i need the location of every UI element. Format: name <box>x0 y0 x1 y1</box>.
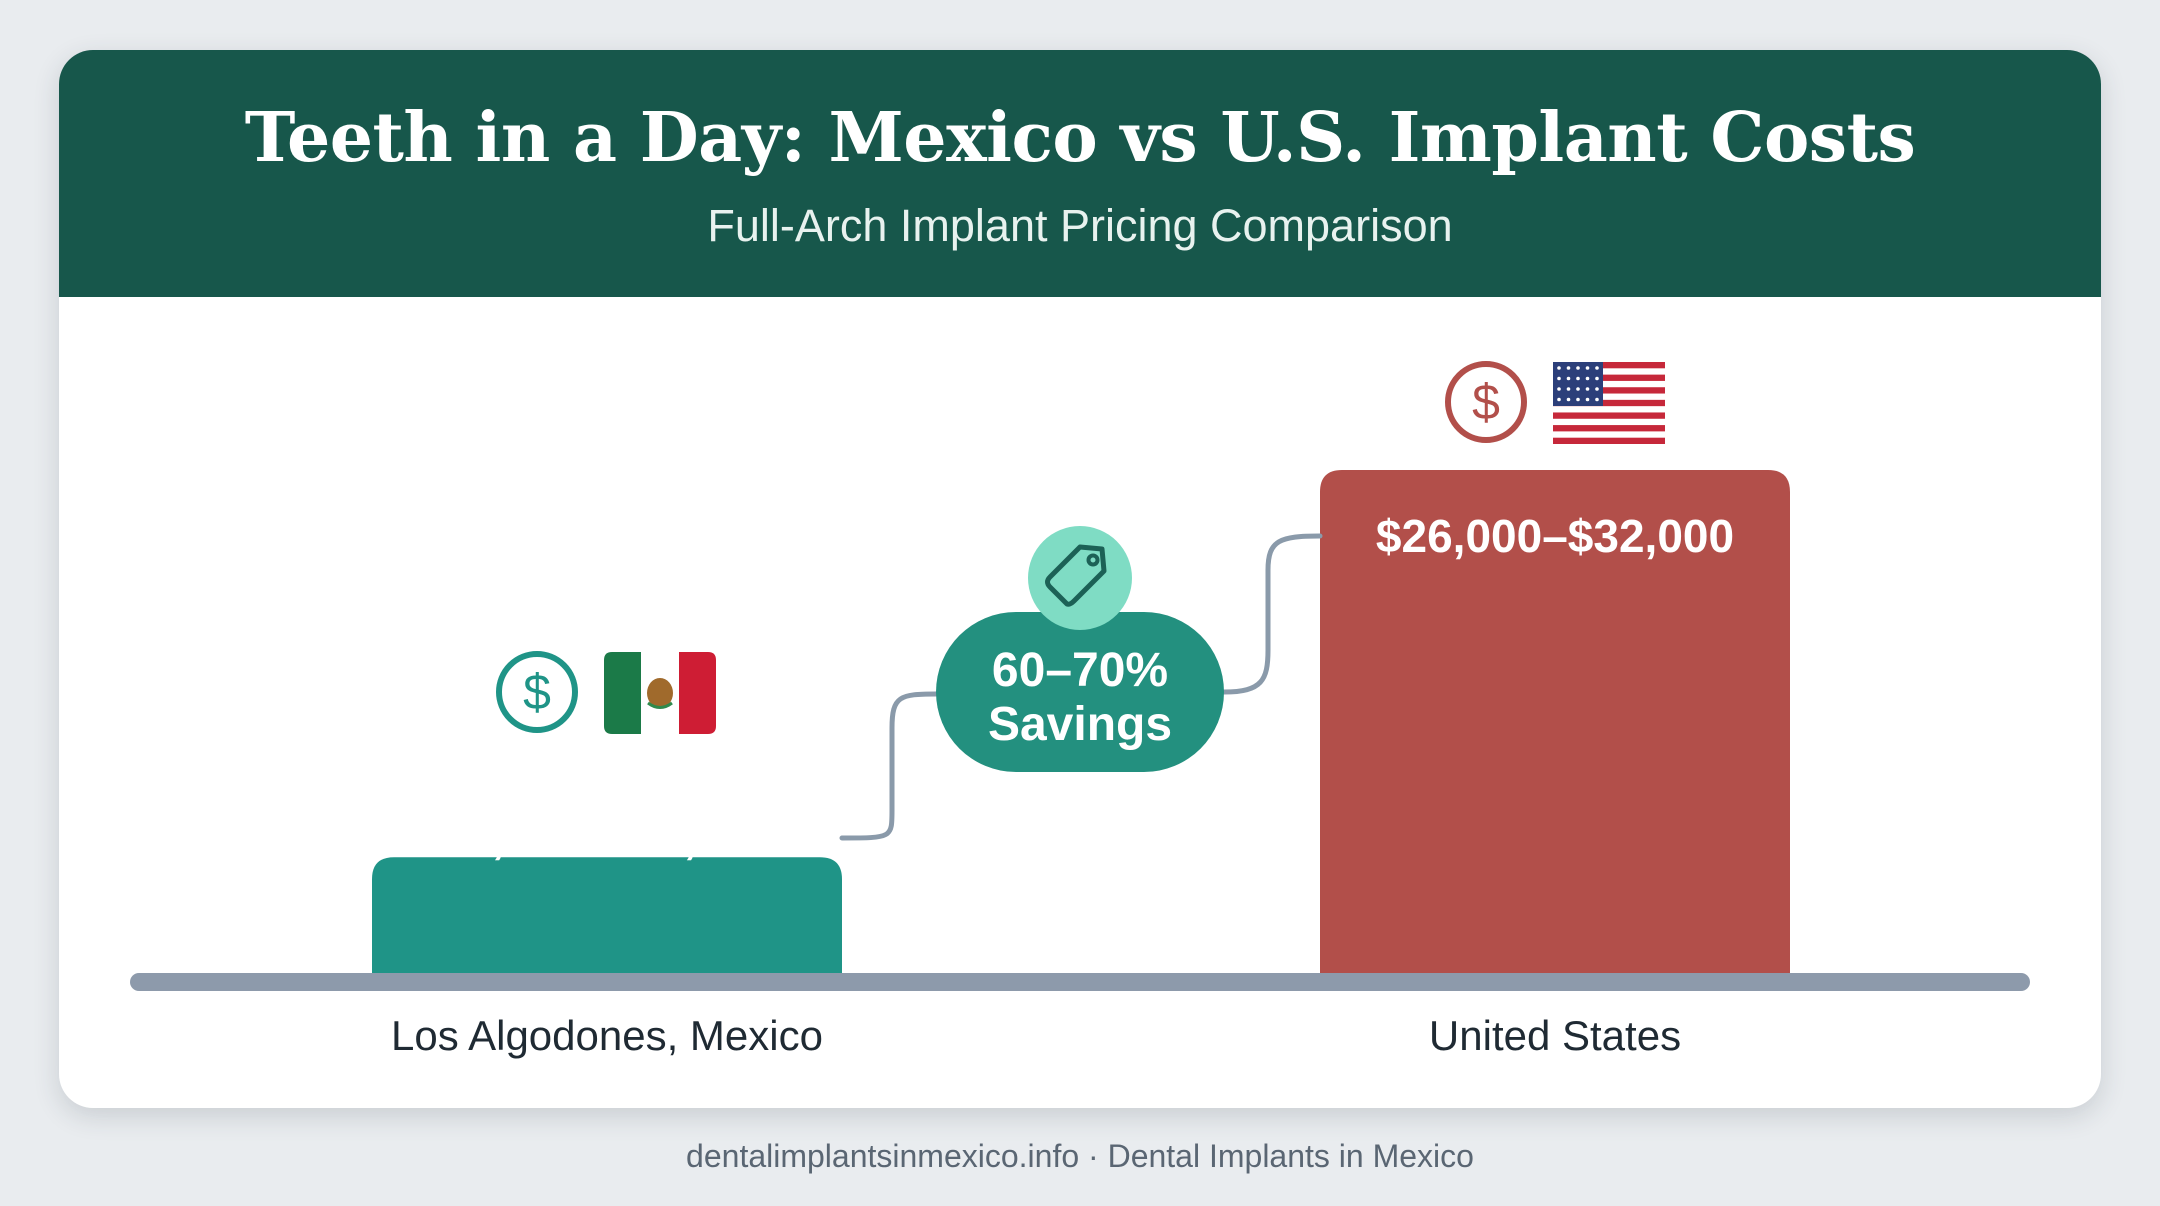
dollar-circle-icon: $ <box>496 651 578 733</box>
data-label-united-states: $26,000–$32,000 <box>1376 510 1734 562</box>
price-tag-icon <box>1028 526 1132 630</box>
svg-text:$: $ <box>523 664 551 720</box>
dollar-circle-icon: $ <box>1445 361 1527 443</box>
header-banner: Teeth in a Day: Mexico vs U.S. Implant C… <box>59 50 2101 297</box>
page-subtitle: Full-Arch Implant Pricing Comparison <box>707 200 1453 251</box>
bar-united-states <box>1320 470 1790 982</box>
category-label-united-states: United States <box>1429 1012 1681 1059</box>
footer-credit: dentalimplantsinmexico.info · Dental Imp… <box>686 1138 1474 1174</box>
savings-label-percent: 60–70% <box>992 644 1168 697</box>
savings-label-text: Savings <box>988 698 1172 751</box>
connector-line-left <box>839 691 939 841</box>
mexico-flag-icon <box>604 652 716 734</box>
connector-line-right <box>1221 533 1323 695</box>
savings-badge <box>936 612 1224 772</box>
svg-text:$: $ <box>1472 374 1500 430</box>
baseline-axis <box>130 973 2030 991</box>
page-title: Teeth in a Day: Mexico vs U.S. Implant C… <box>244 98 1916 178</box>
bar-mexico <box>372 857 842 982</box>
data-label-mexico: $9,000–$13,000 <box>441 811 774 863</box>
category-label-mexico: Los Algodones, Mexico <box>391 1012 823 1059</box>
us-flag-icon <box>1553 362 1665 444</box>
